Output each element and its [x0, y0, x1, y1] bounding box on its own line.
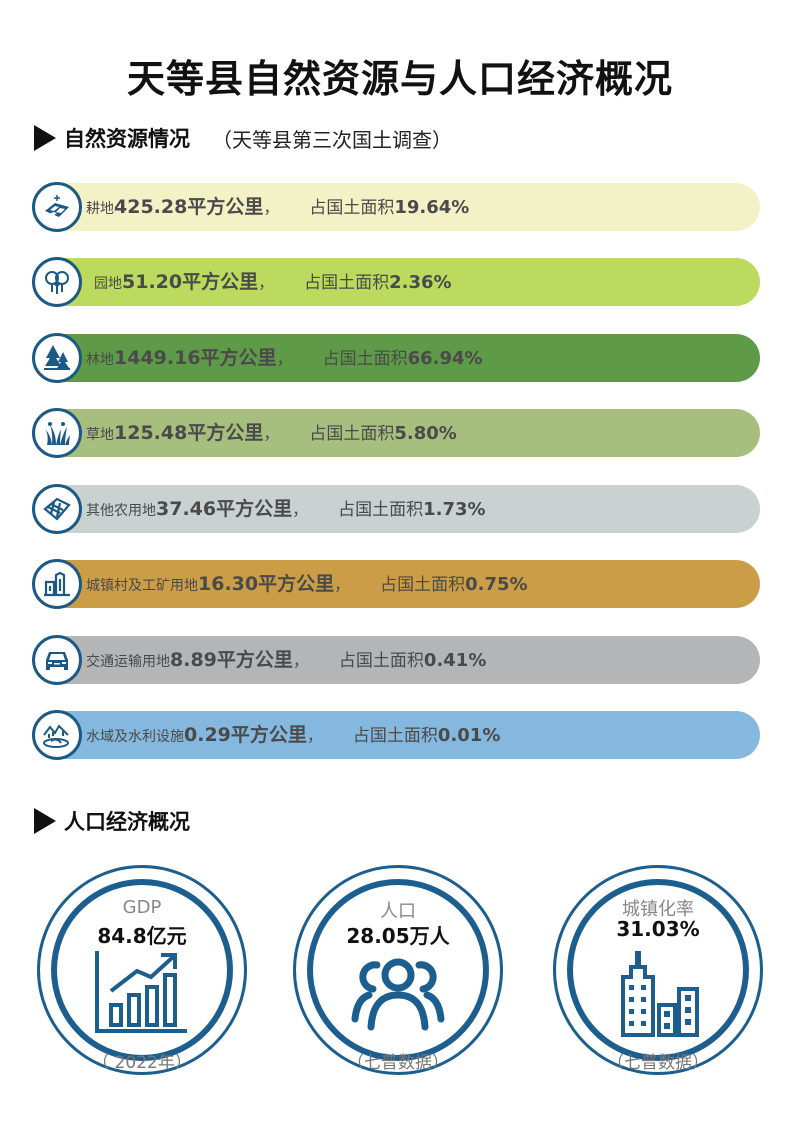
land-row-text: 交通运输用地8.89平方公里， 占国土面积0.41% [86, 649, 487, 671]
percent-value: 5.80% [394, 423, 457, 444]
city-buildings-icon [621, 951, 699, 1037]
stat-urbanization: 城镇化率 31.03% [553, 865, 763, 1075]
land-row-text: 草地125.48平方公里， 占国土面积5.80% [86, 422, 457, 444]
stat-population: 人口 28.05万人 [293, 865, 503, 1075]
area-value: 125.48 [114, 422, 188, 444]
people-group-icon [351, 958, 445, 1031]
land-row-orchard: 园地51.20平方公里， 占国土面积2.36% [30, 257, 762, 307]
stat-value: 84.8亿元 [97, 924, 187, 948]
buildings-icon [32, 559, 82, 609]
area-value: 1449.16 [114, 347, 201, 369]
grass-icon [32, 408, 82, 458]
percent-value: 66.94% [407, 348, 483, 369]
land-bar [60, 636, 760, 684]
stat-note: （七普数据） [347, 1053, 449, 1073]
outer-ring [553, 865, 763, 1075]
area-value: 37.46 [156, 498, 217, 520]
car-icon [32, 635, 82, 685]
area-value: 8.89 [170, 649, 217, 671]
land-row-farmland: 耕地425.28平方公里， 占国土面积19.64% [30, 182, 762, 232]
page-title: 天等县自然资源与人口经济概况 [126, 57, 673, 101]
section-subtitle: （天等县第三次国土调查） [212, 127, 452, 152]
inner-ring [567, 879, 749, 1061]
land-row-other-agri: 其他农用地37.46平方公里， 占国土面积1.73% [30, 484, 762, 534]
percent-value: 0.75% [465, 574, 528, 595]
land-row-text: 林地1449.16平方公里， 占国土面积66.94% [86, 347, 483, 369]
outer-ring [37, 865, 247, 1075]
stat-note: （七普数据） [607, 1053, 709, 1073]
land-row-transport: 交通运输用地8.89平方公里， 占国土面积0.41% [30, 635, 762, 685]
water-mountain-icon [32, 710, 82, 760]
stat-label: 城镇化率 [622, 899, 694, 920]
area-value: 425.28 [114, 196, 188, 218]
percent-value: 2.36% [389, 272, 452, 293]
stat-gdp: GDP 84.8亿元 [37, 865, 247, 1075]
area-value: 0.29 [184, 724, 231, 746]
inner-ring [307, 879, 489, 1061]
triangle-bullet-icon [34, 125, 56, 151]
natural-resources-header: 自然资源情况 （天等县第三次国土调查） [34, 123, 452, 153]
land-row-text: 水域及水利设施0.29平方公里， 占国土面积0.01% [86, 724, 501, 746]
percent-value: 19.64% [394, 197, 470, 218]
stat-value: 28.05万人 [346, 924, 450, 948]
field-grid-icon [32, 484, 82, 534]
economy-header: 人口经济概况 [34, 806, 190, 836]
growth-chart-icon [95, 951, 187, 1033]
land-row-text: 耕地425.28平方公里， 占国土面积19.64% [86, 196, 470, 218]
land-bar [60, 409, 760, 457]
area-value: 16.30 [198, 573, 259, 595]
percent-value: 1.73% [423, 499, 486, 520]
area-value: 51.20 [122, 271, 183, 293]
land-bar [60, 183, 760, 231]
stat-value: 31.03% [616, 917, 700, 941]
orchard-tree-icon [32, 257, 82, 307]
section-title: 自然资源情况 [64, 127, 190, 151]
inner-ring [51, 879, 233, 1061]
section-title: 人口经济概况 [64, 810, 190, 834]
land-row-text: 其他农用地37.46平方公里， 占国土面积1.73% [86, 498, 486, 520]
land-bar [60, 711, 760, 759]
percent-value: 0.01% [437, 725, 501, 746]
land-bar [60, 485, 760, 533]
stat-label: 人口 [380, 901, 416, 922]
land-row-text: 园地51.20平方公里， 占国土面积2.36% [94, 271, 452, 293]
land-bar [60, 334, 760, 382]
land-row-text: 城镇村及工矿用地16.30平方公里， 占国土面积0.75% [86, 573, 528, 595]
land-row-water: 水域及水利设施0.29平方公里， 占国土面积0.01% [30, 710, 762, 760]
farmland-icon [32, 182, 82, 232]
percent-value: 0.41% [423, 650, 487, 671]
land-row-forest: 林地1449.16平方公里， 占国土面积66.94% [30, 333, 762, 383]
stat-label: GDP [122, 897, 162, 918]
outer-ring [293, 865, 503, 1075]
land-bar [60, 560, 760, 608]
forest-icon [32, 333, 82, 383]
land-row-grassland: 草地125.48平方公里， 占国土面积5.80% [30, 408, 762, 458]
land-row-urban: 城镇村及工矿用地16.30平方公里， 占国土面积0.75% [30, 559, 762, 609]
triangle-bullet-icon [34, 808, 56, 834]
stat-note: （ 2022年） [92, 1053, 192, 1073]
land-bar [60, 258, 760, 306]
